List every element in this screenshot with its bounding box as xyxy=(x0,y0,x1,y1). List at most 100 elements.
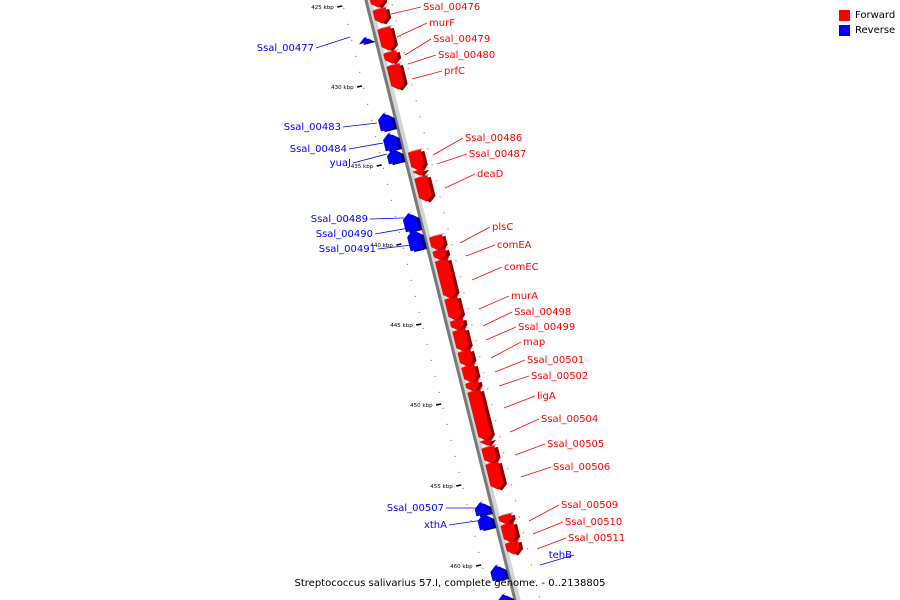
gene-label[interactable]: Ssal_00491 xyxy=(319,244,376,255)
gene-Ssal_00510[interactable] xyxy=(500,520,521,544)
gene-label[interactable]: Ssal_00505 xyxy=(547,439,604,450)
gene-Ssal_00477[interactable] xyxy=(358,35,376,46)
gene-label[interactable]: Ssal_00489 xyxy=(311,214,368,225)
tick-dots xyxy=(343,4,541,600)
gene-Ssal_00507[interactable] xyxy=(474,500,493,518)
gene-label[interactable]: Ssal_00486 xyxy=(465,133,522,144)
gene-label[interactable]: Ssal_00511 xyxy=(568,533,625,544)
gene-label[interactable]: Ssal_00499 xyxy=(518,322,575,333)
leader-line xyxy=(528,504,560,522)
gene-label[interactable]: Ssal_00477 xyxy=(257,43,314,54)
gene-Ssal_00476[interactable] xyxy=(369,0,388,9)
tick-dot xyxy=(451,244,453,246)
gene-label[interactable]: prfC xyxy=(444,66,465,77)
scale-tick: 430 kbp xyxy=(331,85,363,91)
gene-label[interactable]: plsC xyxy=(492,222,513,233)
gene-Ssal_00486[interactable] xyxy=(407,147,428,172)
gene-Ssal_00511[interactable] xyxy=(504,538,524,556)
tick-dot xyxy=(378,151,381,153)
gene-Ssal_00502[interactable] xyxy=(465,378,483,393)
gene-Ssal_00480[interactable] xyxy=(383,48,402,65)
gene-murF[interactable] xyxy=(372,5,392,25)
gene-Ssal_00479[interactable] xyxy=(377,24,398,52)
gene-xthA[interactable] xyxy=(477,512,497,532)
gene-highlight xyxy=(505,538,521,544)
scale-tick: 455 kbp xyxy=(430,484,462,490)
leader-line xyxy=(465,244,496,257)
gene-Ssal_00509[interactable] xyxy=(498,511,516,526)
gene-label[interactable]: Ssal_00501 xyxy=(527,355,584,366)
gene-Ssal_00491[interactable] xyxy=(408,233,428,253)
tick-dot xyxy=(399,36,401,38)
leader-line xyxy=(374,227,410,235)
gene-Ssal_00499[interactable] xyxy=(452,326,473,353)
tick-dot xyxy=(407,68,409,70)
gene-Ssal_00501[interactable] xyxy=(461,362,481,384)
gene-Ssal_00506[interactable] xyxy=(485,459,507,491)
tick-dot xyxy=(422,327,424,329)
gene-label[interactable]: yuaJ xyxy=(330,158,351,169)
gene-label[interactable]: Ssal_00483 xyxy=(284,122,341,133)
tick-dot xyxy=(395,20,397,22)
tick-dot xyxy=(466,503,468,505)
gene-highlight xyxy=(359,35,368,45)
gene-deaD[interactable] xyxy=(414,173,436,203)
gene-label[interactable]: Ssal_00509 xyxy=(561,500,618,511)
gene-label[interactable]: Ssal_00498 xyxy=(514,307,571,318)
leader-line xyxy=(411,70,443,80)
tick-dot xyxy=(419,116,421,118)
leader-line xyxy=(315,36,351,49)
gene-ligA[interactable] xyxy=(467,387,495,442)
gene-Ssal_00505[interactable] xyxy=(481,443,501,465)
gene-label[interactable]: Ssal_00484 xyxy=(290,144,347,155)
gene-label[interactable]: Ssal_00487 xyxy=(469,149,526,160)
gene-label[interactable]: ligA xyxy=(537,391,556,402)
gene-map[interactable] xyxy=(457,347,477,368)
gene-label[interactable]: Ssal_00480 xyxy=(438,50,495,61)
gene-label[interactable]: murF xyxy=(429,18,455,29)
gene-prfC[interactable] xyxy=(386,61,408,91)
tick-dot xyxy=(459,276,461,278)
leader-line xyxy=(494,359,526,373)
tick-dot xyxy=(486,583,488,585)
leader-line xyxy=(436,153,468,165)
gene-label[interactable]: comEA xyxy=(497,240,532,251)
tick-dot xyxy=(402,247,405,249)
gene-label[interactable]: Ssal_00510 xyxy=(565,517,622,528)
gene-comEC[interactable] xyxy=(434,256,460,300)
gene-label[interactable]: Ssal_00476 xyxy=(423,2,480,13)
gene-label[interactable]: Ssal_00479 xyxy=(433,34,490,45)
gene-Ssal_00483[interactable] xyxy=(378,111,398,133)
gene-label[interactable]: Ssal_00507 xyxy=(387,503,444,514)
scale-tick-label: 445 kbp xyxy=(390,323,413,329)
gene-highlight xyxy=(465,378,482,384)
gene-Ssal_00504[interactable] xyxy=(479,436,497,447)
gene-yuaJ[interactable] xyxy=(386,147,406,166)
gene-partial[interactable] xyxy=(498,592,516,600)
gene-highlight xyxy=(474,500,483,510)
tick-dot xyxy=(475,340,477,342)
gene-label[interactable]: murA xyxy=(511,291,538,302)
tick-dot xyxy=(474,535,476,537)
gene-label[interactable]: Ssal_00506 xyxy=(553,462,610,473)
gene-label[interactable]: xthA xyxy=(424,520,447,531)
gene-Ssal_00487[interactable] xyxy=(412,166,430,177)
gene-label[interactable]: tehB xyxy=(549,550,572,561)
gene-label[interactable]: Ssal_00504 xyxy=(541,414,598,425)
gene-Ssal_00484[interactable] xyxy=(383,131,403,153)
tick-dot xyxy=(478,551,480,553)
gene-label[interactable]: map xyxy=(523,337,545,348)
tick-dot xyxy=(455,260,457,262)
gene-label[interactable]: deaD xyxy=(477,169,504,180)
leader-line xyxy=(390,6,422,15)
gene-label[interactable]: Ssal_00502 xyxy=(531,371,588,382)
leader-line xyxy=(520,466,552,478)
gene-label[interactable]: comEC xyxy=(504,262,539,273)
gene-label[interactable]: Ssal_00490 xyxy=(316,229,373,240)
gene-tehB[interactable] xyxy=(490,563,509,583)
gene-murA[interactable] xyxy=(444,294,466,322)
gene-highlight xyxy=(407,228,416,238)
gene-Ssal_00489[interactable] xyxy=(402,211,423,234)
gene-plsC[interactable] xyxy=(428,232,448,252)
